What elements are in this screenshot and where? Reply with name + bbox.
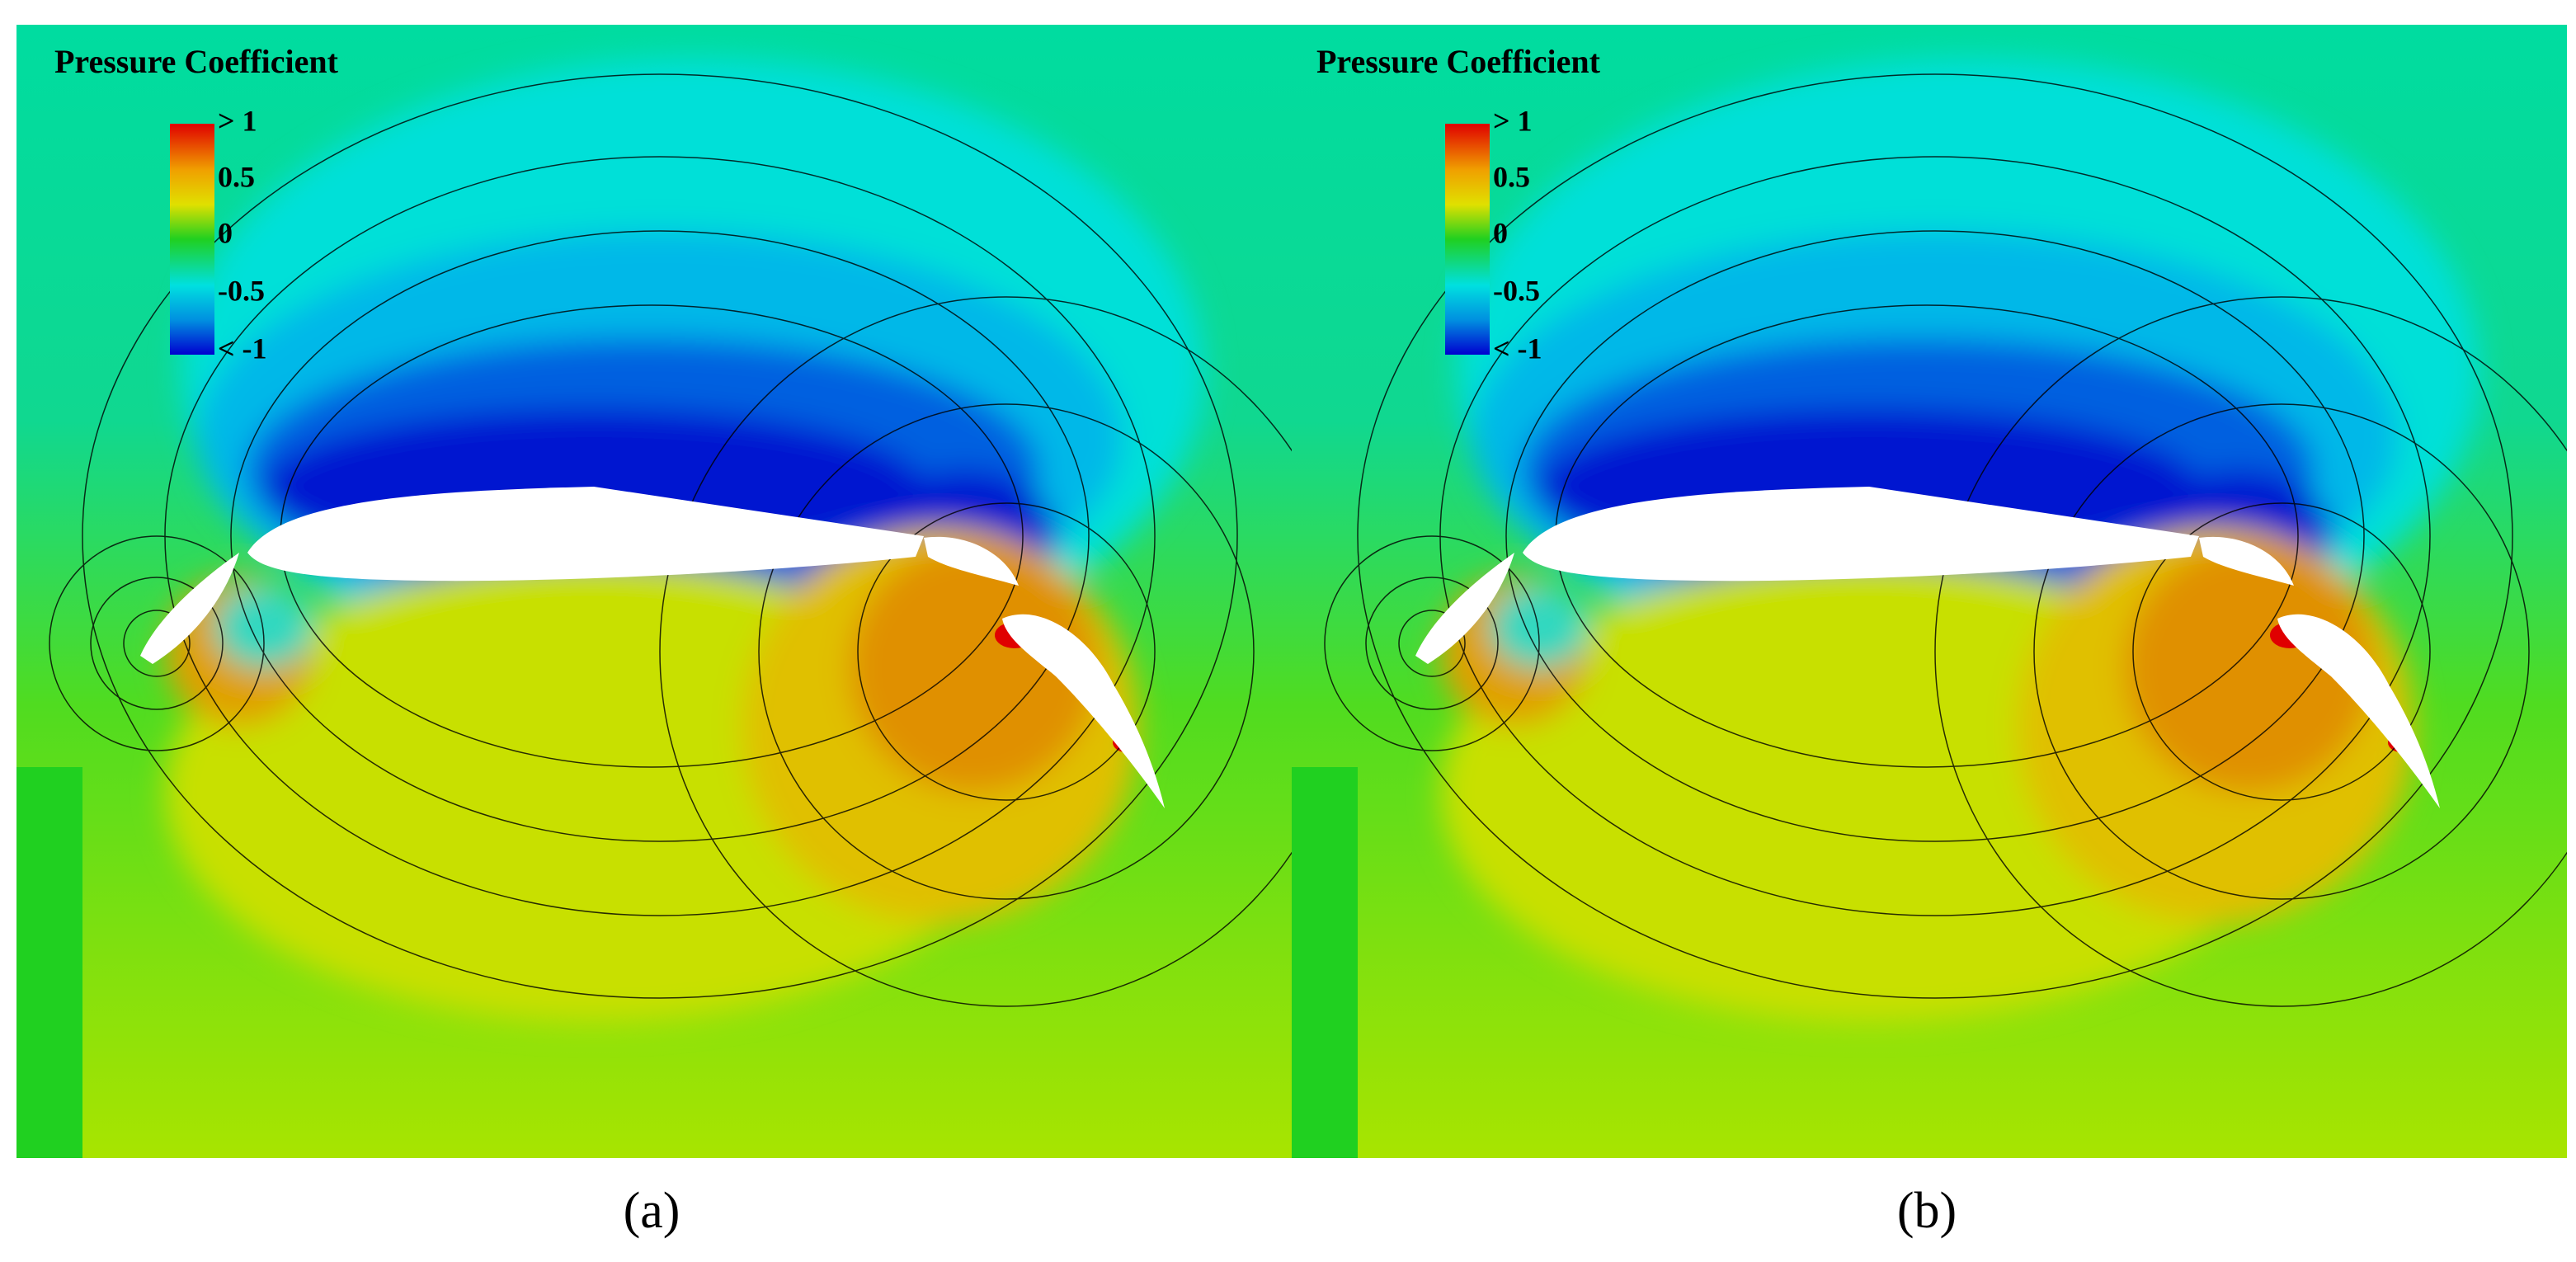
colorbar-tick: -0.5: [1493, 274, 1540, 307]
colorbar-tick: > 1: [218, 104, 257, 137]
colorbar-tick: 0.5: [1493, 160, 1530, 193]
colorbar-title: Pressure Coefficient: [1316, 43, 1601, 80]
colorbar-tick: 0: [1493, 216, 1508, 249]
colorbar: [1445, 124, 1490, 355]
panel-label: (a): [624, 1183, 680, 1239]
panel-b: Pressure Coefficient > 1 0.5 0 -0.5 < -1: [1292, 25, 2576, 1158]
colorbar-tick: < -1: [218, 332, 267, 365]
panel-label: (b): [1897, 1183, 1957, 1239]
panel-a: Pressure Coefficient > 1 0.5 0 -0.5 < -1: [16, 25, 1353, 1158]
contour-field: [16, 25, 1353, 1158]
colorbar-tick: > 1: [1493, 104, 1533, 137]
colorbar-tick: < -1: [1493, 332, 1542, 365]
colorbar-title: Pressure Coefficient: [54, 43, 339, 80]
colorbar-tick: 0.5: [218, 160, 255, 193]
colorbar-tick: 0: [218, 216, 233, 249]
colorbar: [170, 124, 214, 355]
colorbar-tick: -0.5: [218, 274, 265, 307]
